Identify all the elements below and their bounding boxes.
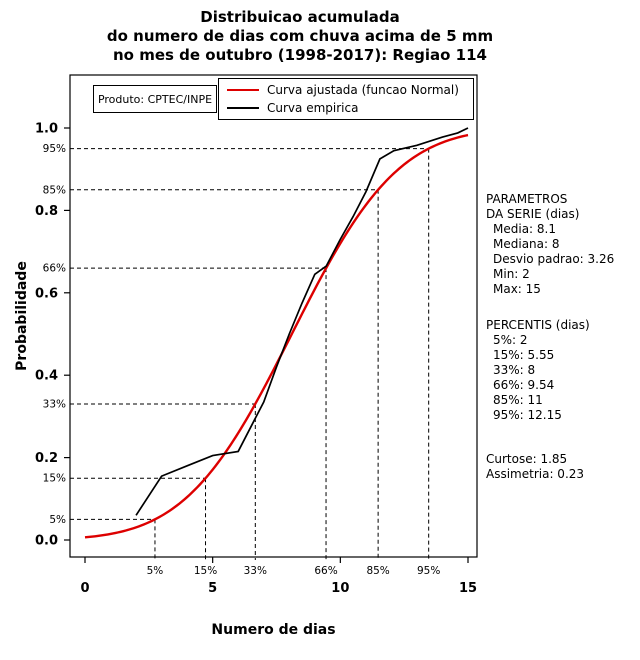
serie-mediana: Mediana: 8 — [493, 237, 560, 251]
produto-label: Produto: CPTEC/INPE — [97, 92, 213, 106]
assimetria-value: Assimetria: 0.23 — [486, 467, 585, 481]
guide-label-bottom-95%: 95% — [417, 565, 440, 577]
x-axis-label: Numero de dias — [211, 622, 336, 638]
guide-label-left-5%: 5% — [49, 514, 66, 526]
guide-label-left-85%: 85% — [43, 184, 66, 196]
parametros-title-2: DA SERIE (dias) — [486, 207, 580, 221]
percentil-85: 85%: 11 — [493, 393, 543, 407]
percentis-title: PERCENTIS (dias) — [486, 318, 590, 332]
chart-title-line1: Distribuicao acumulada — [200, 8, 400, 26]
x-tick-label: 15 — [459, 581, 477, 596]
percentil-95: 95%: 12.15 — [493, 408, 562, 422]
y-axis-label: Probabilidade — [14, 261, 30, 371]
curtose-value: Curtose: 1.85 — [486, 452, 568, 466]
guide-label-bottom-85%: 85% — [366, 565, 389, 577]
plot-box — [69, 74, 478, 558]
percentil-15: 15%: 5.55 — [493, 348, 555, 362]
y-tick-label: 1.0 — [35, 122, 58, 137]
empirical-curve — [135, 127, 469, 516]
serie-desvio: Desvio padrao: 3.26 — [493, 252, 615, 266]
y-tick-label: 0.6 — [35, 286, 58, 301]
guide-label-bottom-5%: 5% — [147, 565, 164, 577]
legend-entry-fitted: Curva ajustada (funcao Normal) — [227, 83, 473, 97]
legend-label-fitted: Curva ajustada (funcao Normal) — [267, 83, 459, 97]
x-tick-label: 0 — [80, 581, 89, 596]
guide-label-left-33%: 33% — [43, 399, 66, 411]
y-tick-label: 0.0 — [35, 534, 58, 549]
legend-entry-empirical: Curva empirica — [227, 101, 473, 115]
y-tick-label: 0.8 — [35, 204, 58, 219]
serie-max: Max: 15 — [493, 282, 541, 296]
legend-label-empirical: Curva empirica — [267, 101, 359, 115]
guide-label-bottom-33%: 33% — [244, 565, 267, 577]
chart-title-line2: do numero de dias com chuva acima de 5 m… — [106, 27, 494, 45]
parametros-title-1: PARAMETROS — [486, 192, 568, 206]
produto-box: Produto: CPTEC/INPE — [93, 85, 217, 113]
y-tick-label: 0.2 — [35, 451, 58, 466]
y-tick-label: 0.4 — [35, 369, 58, 384]
serie-min: Min: 2 — [493, 267, 530, 281]
percentil-66: 66%: 9.54 — [493, 378, 555, 392]
legend-line-empirical-icon — [227, 107, 259, 109]
percentil-33: 33%: 8 — [493, 363, 536, 377]
chart-title-line3: no mes de outubro (1998-2017): Regiao 11… — [112, 46, 487, 64]
serie-media: Media: 8.1 — [493, 222, 556, 236]
x-tick-label: 10 — [331, 581, 349, 596]
legend-line-fitted-icon — [227, 89, 259, 91]
guide-label-left-66%: 66% — [43, 263, 66, 275]
legend: Curva ajustada (funcao Normal) Curva emp… — [218, 78, 474, 120]
x-tick-label: 5 — [208, 581, 217, 596]
guide-label-left-95%: 95% — [43, 143, 66, 155]
percentil-5: 5%: 2 — [493, 333, 528, 347]
guide-label-bottom-15%: 15% — [194, 565, 217, 577]
guide-label-left-15%: 15% — [43, 473, 66, 485]
guide-label-bottom-66%: 66% — [314, 565, 337, 577]
fitted-curve — [84, 133, 469, 539]
side-panel: PARAMETROS DA SERIE (dias) Media: 8.1 Me… — [486, 192, 614, 482]
